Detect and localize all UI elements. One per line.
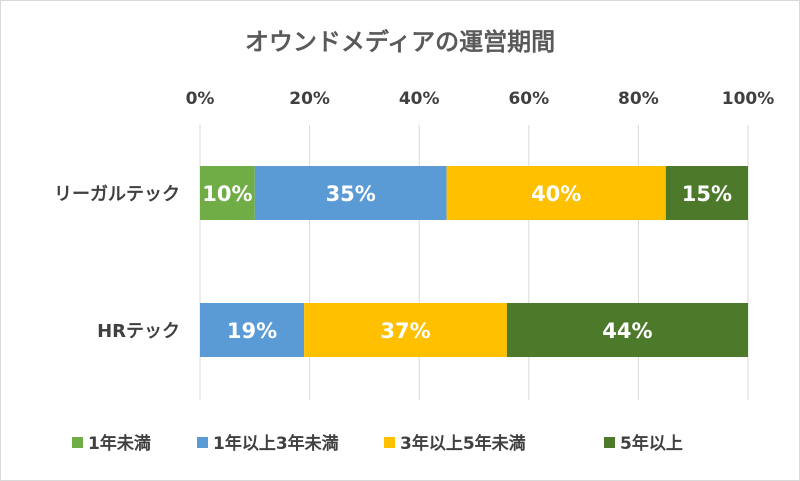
x-tick-label: 20% (289, 89, 330, 109)
bar-segment (254, 166, 447, 220)
category-label: HRテック (97, 321, 180, 342)
legend-swatch (197, 437, 208, 448)
bar-segment (200, 166, 255, 220)
x-tick-label: 80% (618, 89, 659, 109)
legend: 1年未満 1年以上3年未満 3年以上5年未満 5年以上 (72, 433, 683, 454)
category-labels: リーガルテック HRテック (54, 184, 180, 342)
data-label: 19% (227, 319, 277, 343)
data-label: 40% (531, 182, 581, 206)
legend-swatch (72, 437, 83, 448)
bars: 10% 35% 40% 15% 19% 37% 44% (200, 166, 748, 357)
bar-segment (665, 166, 748, 220)
x-tick-label: 40% (399, 89, 440, 109)
legend-swatch (604, 437, 615, 448)
chart-title: オウンドメディアの運営期間 (245, 28, 555, 56)
data-label: 35% (326, 182, 376, 206)
category-label: リーガルテック (54, 184, 180, 205)
bar-segment (446, 166, 666, 220)
legend-label: 5年以上 (620, 433, 683, 454)
legend-swatch (384, 437, 395, 448)
legend-label: 1年以上3年未満 (213, 433, 339, 454)
x-tick-label: 0% (186, 89, 215, 109)
legend-item: 1年以上3年未満 (197, 433, 339, 454)
legend-label: 3年以上5年未満 (400, 433, 526, 454)
x-tick-label: 60% (508, 89, 549, 109)
legend-item: 3年以上5年未満 (384, 433, 526, 454)
x-axis-ticks: 0% 20% 40% 60% 80% 100% (186, 89, 775, 109)
legend-item: 1年未満 (72, 433, 151, 454)
legend-item: 5年以上 (604, 433, 683, 454)
bar-segment (200, 303, 305, 357)
data-label: 15% (682, 182, 732, 206)
bar-segment (304, 303, 507, 357)
data-label: 44% (602, 319, 652, 343)
data-label: 10% (202, 182, 252, 206)
x-tick-label: 100% (722, 89, 775, 109)
legend-label: 1年未満 (88, 433, 151, 454)
bar-segment (506, 303, 748, 357)
data-label: 37% (380, 319, 430, 343)
